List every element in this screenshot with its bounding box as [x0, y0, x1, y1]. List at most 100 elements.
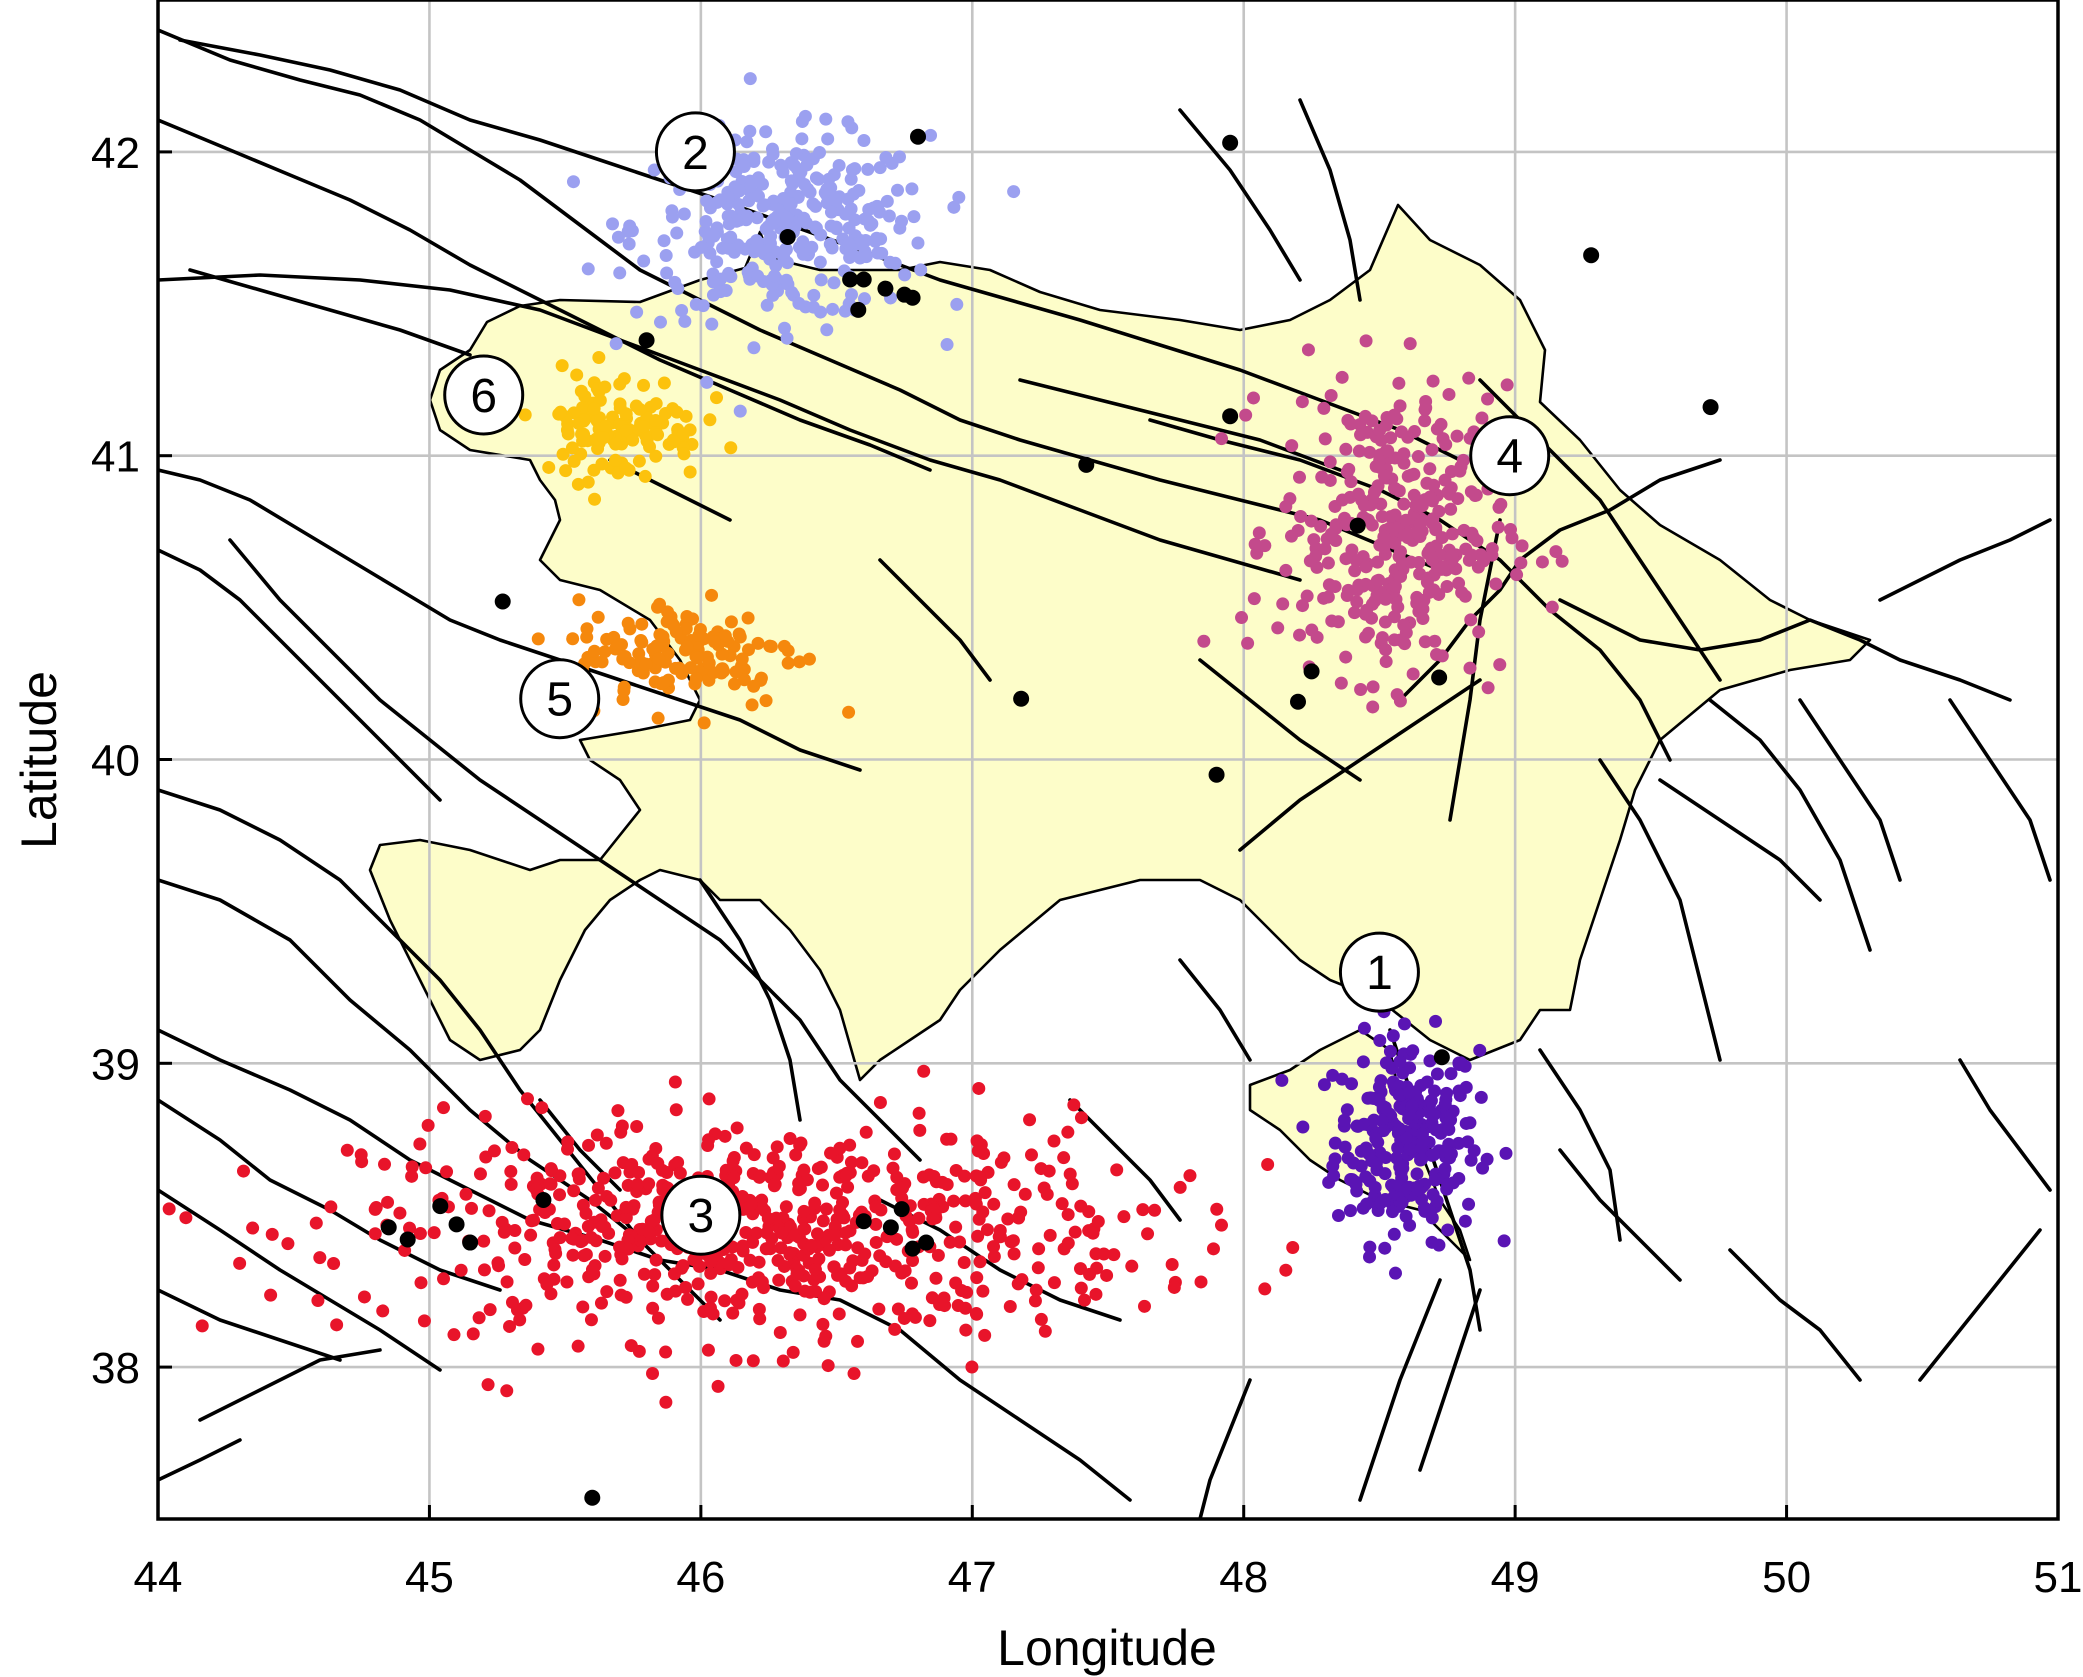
event-cluster-2 — [795, 132, 809, 146]
event-cluster-3 — [571, 1339, 585, 1353]
event-cluster-4 — [1492, 500, 1506, 514]
large-event — [1222, 408, 1239, 425]
event-cluster-2 — [905, 182, 919, 196]
event-cluster-3 — [355, 1155, 369, 1169]
event-cluster-4 — [1379, 655, 1393, 669]
large-event — [910, 128, 926, 145]
event-cluster-4 — [1427, 478, 1441, 492]
event-cluster-2 — [747, 341, 761, 355]
event-cluster-5 — [716, 662, 730, 676]
event-cluster-5 — [657, 676, 671, 690]
event-cluster-4 — [1359, 560, 1373, 574]
event-cluster-1 — [1399, 1131, 1413, 1145]
event-cluster-6 — [596, 431, 610, 445]
event-cluster-3 — [828, 1228, 842, 1242]
event-cluster-4 — [1444, 464, 1458, 478]
event-cluster-3 — [957, 1169, 971, 1183]
event-cluster-4 — [1428, 634, 1442, 648]
event-cluster-5 — [600, 632, 614, 646]
event-cluster-2 — [796, 247, 810, 261]
event-cluster-3 — [891, 1302, 905, 1316]
event-cluster-1 — [1368, 1180, 1382, 1194]
event-cluster-3 — [413, 1227, 427, 1241]
event-cluster-3 — [776, 1354, 790, 1368]
event-cluster-3 — [993, 1230, 1007, 1244]
event-cluster-4 — [1215, 432, 1229, 446]
event-cluster-3 — [646, 1366, 660, 1380]
event-cluster-6 — [553, 405, 567, 419]
event-cluster-2 — [740, 135, 754, 149]
event-cluster-5 — [751, 636, 765, 650]
event-cluster-3 — [567, 1184, 581, 1198]
event-cluster-1 — [1428, 1084, 1442, 1098]
event-cluster-3 — [770, 1140, 784, 1154]
event-cluster-1 — [1423, 1054, 1437, 1068]
event-cluster-4 — [1500, 378, 1514, 392]
event-cluster-3 — [477, 1263, 491, 1277]
event-cluster-3 — [832, 1307, 846, 1321]
event-cluster-1 — [1357, 1021, 1371, 1035]
event-cluster-3 — [729, 1353, 743, 1367]
event-cluster-3 — [704, 1266, 718, 1280]
event-cluster-4 — [1355, 493, 1369, 507]
event-cluster-4 — [1419, 401, 1433, 415]
y-tick-label: 39 — [91, 1040, 140, 1089]
event-cluster-4 — [1258, 539, 1272, 553]
event-cluster-5 — [689, 672, 703, 686]
event-cluster-4 — [1393, 694, 1407, 708]
event-cluster-3 — [955, 1283, 969, 1297]
event-cluster-2 — [820, 323, 834, 337]
event-cluster-3 — [582, 1138, 596, 1152]
event-cluster-2 — [950, 297, 964, 311]
event-cluster-3 — [775, 1226, 789, 1240]
event-cluster-3 — [973, 1255, 987, 1269]
event-cluster-5 — [591, 610, 605, 624]
event-cluster-3 — [958, 1194, 972, 1208]
event-cluster-5 — [754, 671, 768, 685]
event-cluster-3 — [1068, 1225, 1082, 1239]
event-cluster-3 — [473, 1167, 487, 1181]
event-cluster-2 — [743, 124, 757, 138]
event-cluster-3 — [1067, 1098, 1081, 1112]
event-cluster-5 — [653, 597, 667, 611]
event-cluster-3 — [624, 1339, 638, 1353]
event-cluster-3 — [642, 1225, 656, 1239]
event-cluster-3 — [718, 1294, 732, 1308]
event-cluster-3 — [931, 1248, 945, 1262]
event-cluster-3 — [621, 1242, 635, 1256]
event-cluster-3 — [1261, 1157, 1275, 1171]
event-cluster-4 — [1407, 488, 1421, 502]
event-cluster-3 — [1137, 1299, 1151, 1313]
large-event — [1222, 134, 1239, 151]
event-cluster-3 — [608, 1166, 622, 1180]
x-tick-label: 45 — [405, 1553, 454, 1602]
event-cluster-4 — [1379, 643, 1393, 657]
event-cluster-4 — [1505, 531, 1519, 545]
event-cluster-3 — [598, 1249, 612, 1263]
event-cluster-2 — [885, 156, 899, 170]
event-cluster-1 — [1327, 1169, 1341, 1183]
event-cluster-4 — [1292, 470, 1306, 484]
event-cluster-3 — [579, 1206, 593, 1220]
event-cluster-5 — [759, 694, 773, 708]
event-cluster-3 — [504, 1165, 518, 1179]
event-cluster-2 — [724, 230, 738, 244]
event-cluster-3 — [630, 1119, 644, 1133]
event-cluster-4 — [1423, 490, 1437, 504]
event-cluster-2 — [757, 198, 771, 212]
event-cluster-1 — [1430, 1067, 1444, 1081]
event-cluster-1 — [1351, 1119, 1365, 1133]
large-event — [380, 1219, 397, 1236]
event-cluster-4 — [1340, 589, 1354, 603]
event-cluster-2 — [845, 121, 859, 135]
event-cluster-1 — [1415, 1152, 1429, 1166]
event-cluster-2 — [581, 262, 595, 276]
event-cluster-5 — [692, 629, 706, 643]
event-cluster-3 — [959, 1323, 973, 1337]
event-cluster-2 — [760, 298, 774, 312]
event-cluster-3 — [311, 1294, 325, 1308]
event-cluster-2 — [798, 178, 812, 192]
event-cluster-3 — [1074, 1199, 1088, 1213]
event-cluster-4 — [1514, 556, 1528, 570]
event-cluster-3 — [859, 1125, 873, 1139]
